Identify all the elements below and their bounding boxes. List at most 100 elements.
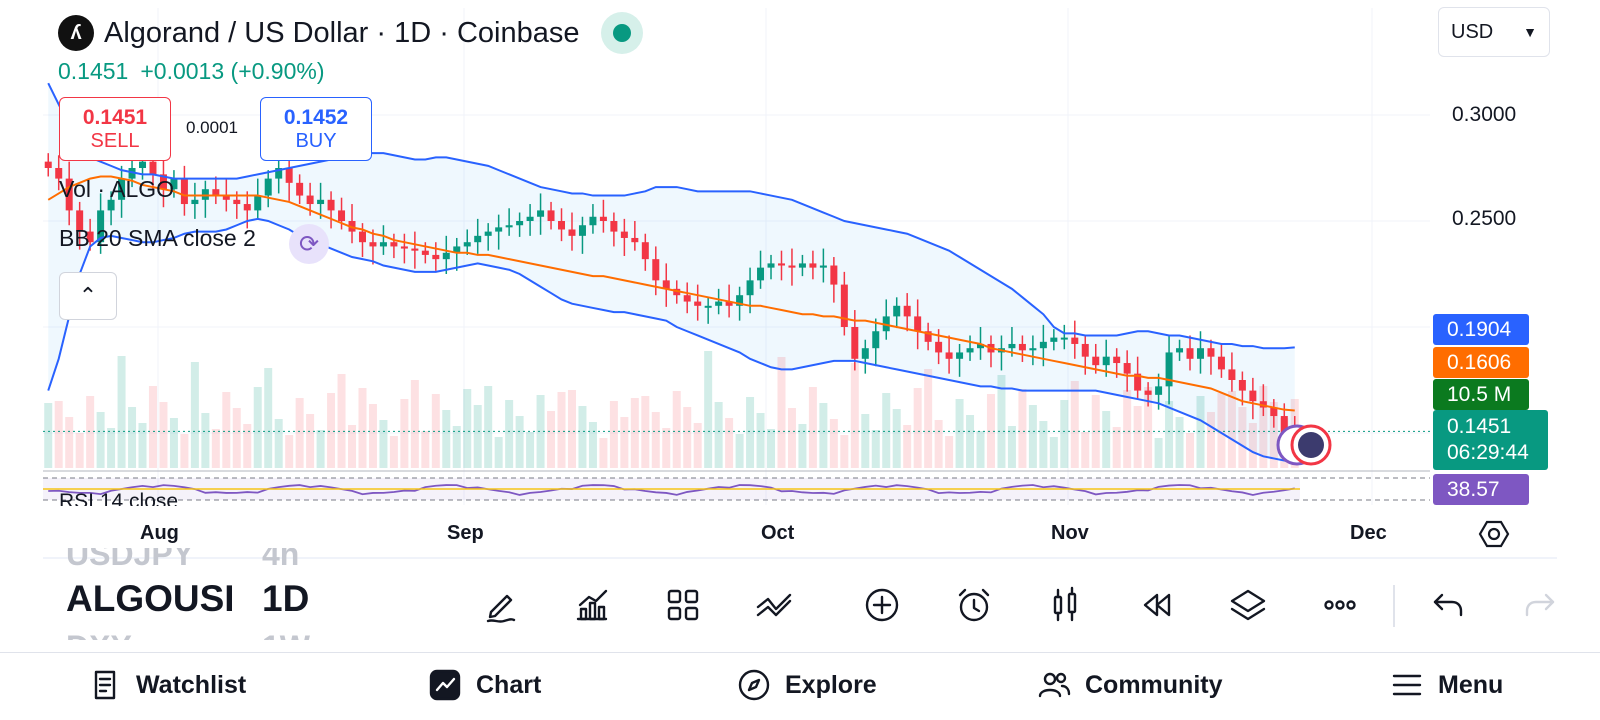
buy-button[interactable]: 0.1452 BUY xyxy=(260,97,372,161)
candle-body xyxy=(935,341,943,353)
candle-body xyxy=(358,231,366,243)
rsi-legend[interactable]: RSI 14 close xyxy=(59,490,179,506)
candle-body xyxy=(788,265,796,268)
candle-body xyxy=(610,221,618,232)
picker-row-above[interactable]: USDJPY 4h xyxy=(66,548,396,576)
picker-row-current[interactable]: ALGOUSD 1D xyxy=(66,576,396,622)
volume-bar xyxy=(1070,381,1079,468)
add-button[interactable] xyxy=(860,583,904,627)
nav-menu[interactable]: Menu xyxy=(1390,668,1503,702)
nav-watchlist[interactable]: Watchlist xyxy=(88,668,246,702)
replay-button[interactable] xyxy=(1135,583,1179,627)
candle-body xyxy=(505,225,513,228)
volume-bar xyxy=(515,416,524,468)
candle-body xyxy=(463,242,471,247)
volume-bar xyxy=(683,407,692,468)
candle-body xyxy=(809,263,817,268)
alert-button[interactable] xyxy=(952,583,996,627)
sync-icon[interactable]: ⟳ xyxy=(289,224,329,264)
volume-bar xyxy=(65,417,74,468)
candle-body xyxy=(369,242,377,247)
trend-lines-button[interactable] xyxy=(752,583,796,627)
price-chart[interactable] xyxy=(0,0,1600,560)
nav-explore[interactable]: Explore xyxy=(737,668,877,702)
bollinger-upper-line xyxy=(47,82,1295,350)
us-flag-icon xyxy=(1298,432,1324,458)
candle-body xyxy=(1018,343,1026,351)
compass-icon xyxy=(738,669,770,701)
candle-body xyxy=(777,263,785,266)
volume-bar xyxy=(662,428,671,468)
bollinger-legend[interactable]: BB 20 SMA close 2 xyxy=(59,225,256,251)
last-price: 0.1451 xyxy=(58,58,129,84)
volume-bar xyxy=(746,397,755,468)
volume-bar xyxy=(295,398,304,468)
candle-body xyxy=(1039,341,1047,349)
volume-bar xyxy=(850,363,859,468)
volume-bar xyxy=(976,431,985,468)
picker-row-below[interactable]: DXY 1W xyxy=(66,622,396,640)
volume-bar xyxy=(672,391,681,468)
volume-bar xyxy=(1102,411,1111,468)
currency-select[interactable]: USD ▼ xyxy=(1438,7,1550,57)
candle-body xyxy=(264,178,272,196)
candle-body xyxy=(1081,343,1089,357)
candle-body xyxy=(65,178,73,211)
indicators-button[interactable] xyxy=(570,583,614,627)
candle-body xyxy=(893,305,901,317)
volume-legend[interactable]: Vol · ALGO xyxy=(59,176,175,202)
volume-bar xyxy=(609,401,618,468)
rewind-icon xyxy=(1143,593,1171,617)
volume-bar xyxy=(431,394,440,468)
chart-type-button[interactable] xyxy=(1043,583,1087,627)
volume-bar xyxy=(1196,396,1205,468)
draw-tool-button[interactable] xyxy=(478,583,522,627)
candle-body xyxy=(652,259,660,281)
layers-button[interactable] xyxy=(1226,583,1270,627)
volume-bar xyxy=(725,418,734,468)
candle-body xyxy=(1102,356,1110,366)
candle-body xyxy=(170,178,178,190)
volume-bar xyxy=(442,410,451,468)
volume-bar xyxy=(44,403,53,468)
candle-body xyxy=(767,263,775,268)
symbol-header[interactable]: ʎ Algorand / US Dollar · 1D · Coinbase xyxy=(58,12,644,54)
collapse-legend-button[interactable]: ⌃ xyxy=(59,272,117,320)
volume-bar xyxy=(1165,401,1174,468)
volume-bar xyxy=(1154,438,1163,468)
price-axis-label: 0.3000 xyxy=(1452,103,1517,126)
more-button[interactable] xyxy=(1318,583,1362,627)
symbol-interval-picker[interactable]: USDJPY 4h ALGOUSD 1D DXY 1W xyxy=(66,548,396,640)
chart-settings-icon[interactable] xyxy=(1478,518,1510,550)
redo-button[interactable] xyxy=(1518,583,1562,627)
volume-bar xyxy=(1238,407,1247,468)
volume-bar xyxy=(924,369,933,468)
volume-bar xyxy=(955,399,964,468)
candle-body xyxy=(589,216,597,226)
candle-body xyxy=(1144,390,1152,395)
candle-body xyxy=(830,265,838,285)
nav-chart[interactable]: Chart xyxy=(428,668,541,702)
plus-circle-icon xyxy=(865,588,899,622)
redo-icon xyxy=(1525,593,1555,617)
candle-body xyxy=(1165,352,1173,387)
volume-bar xyxy=(128,407,137,468)
layout-button[interactable] xyxy=(661,583,705,627)
price-axis-label: 0.2500 xyxy=(1452,207,1517,230)
buy-price: 0.1452 xyxy=(283,105,349,129)
symbol-title[interactable]: Algorand / US Dollar · 1D · Coinbase xyxy=(104,16,580,49)
sell-button[interactable]: 0.1451 SELL xyxy=(59,97,171,161)
volume-bar xyxy=(840,435,849,468)
volume-bar xyxy=(1123,390,1132,468)
grid-icon xyxy=(667,589,699,621)
volume-bar xyxy=(400,399,409,468)
candle-body xyxy=(704,305,712,308)
nav-community[interactable]: Community xyxy=(1037,668,1223,702)
candle-body xyxy=(819,265,827,268)
volume-bar xyxy=(1206,412,1215,468)
volume-bar xyxy=(201,413,210,468)
layers-icon xyxy=(1230,589,1266,621)
candle-body xyxy=(474,235,482,243)
undo-button[interactable] xyxy=(1426,583,1470,627)
